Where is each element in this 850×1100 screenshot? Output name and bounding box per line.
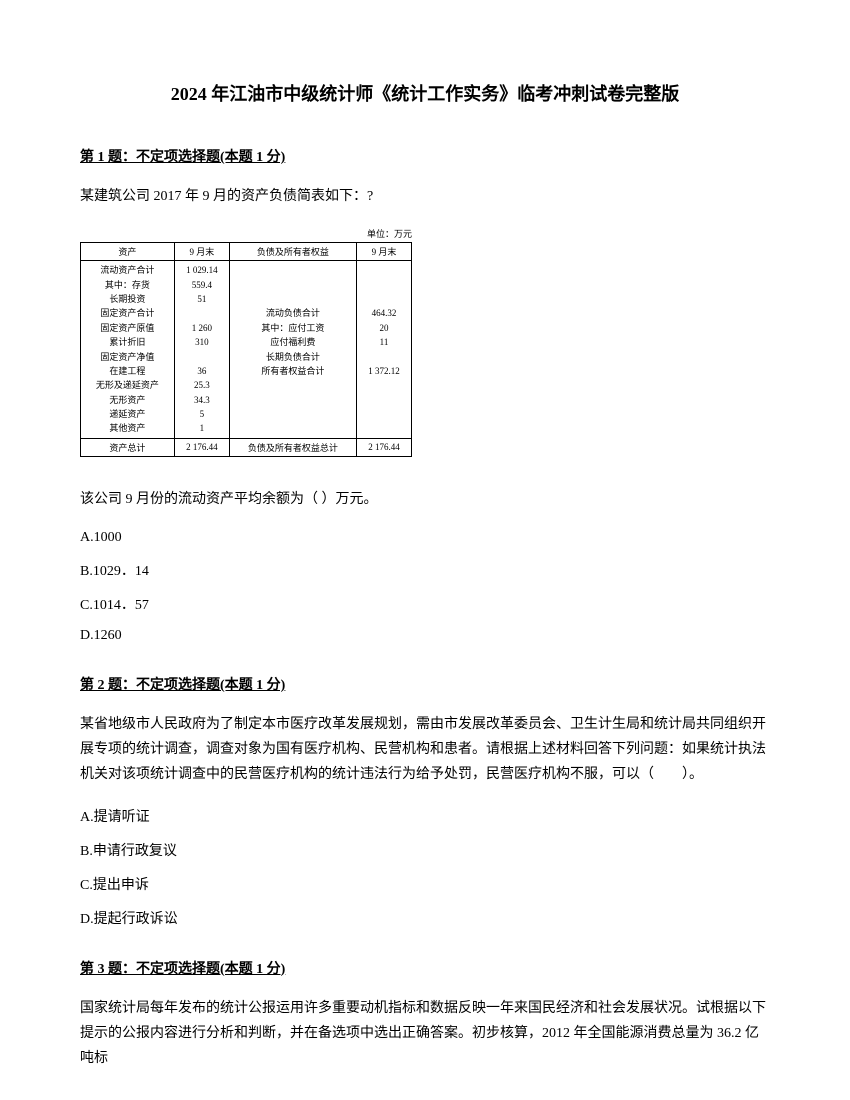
table-header-1: 资产 bbox=[81, 243, 175, 261]
table-right-values: 464.32 20 11 1 372.12 bbox=[357, 261, 412, 439]
q1-option-d: D.1260 bbox=[80, 628, 770, 644]
question-3: 第 3 题：不定项选择题(本题 1 分) 国家统计局每年发布的统计公报运用许多重… bbox=[80, 958, 770, 1072]
question-2: 第 2 题：不定项选择题(本题 1 分) 某省地级市人民政府为了制定本市医疗改革… bbox=[80, 674, 770, 928]
page-title: 2024 年江油市中级统计师《统计工作实务》临考冲刺试卷完整版 bbox=[80, 80, 770, 106]
q1-text-1: 某建筑公司 2017 年 9 月的资产负债简表如下：? bbox=[80, 184, 770, 209]
balance-sheet-table: 单位：万元 资产 9 月末 负债及所有者权益 9 月末 流动资产合计 其中：存货… bbox=[80, 227, 770, 457]
q1-text-2: 该公司 9 月份的流动资产平均余额为（ ）万元。 bbox=[80, 487, 770, 512]
table-total-3: 负债及所有者权益总计 bbox=[229, 438, 356, 456]
q2-option-a: A.提请听证 bbox=[80, 806, 770, 826]
table-total-1: 资产总计 bbox=[81, 438, 175, 456]
q2-option-c: C.提出申诉 bbox=[80, 874, 770, 894]
table-unit-label: 单位：万元 bbox=[80, 227, 412, 240]
table-total-2: 2 176.44 bbox=[174, 438, 229, 456]
q2-option-d: D.提起行政诉讼 bbox=[80, 908, 770, 928]
q1-heading: 第 1 题：不定项选择题(本题 1 分) bbox=[80, 146, 770, 166]
table-left-labels: 流动资产合计 其中：存货 长期投资 固定资产合计 固定资产原值 累计折旧 固定资… bbox=[81, 261, 175, 439]
q1-option-c: C.1014．57 bbox=[80, 594, 770, 614]
q2-option-b: B.申请行政复议 bbox=[80, 840, 770, 860]
table-header-2: 9 月末 bbox=[174, 243, 229, 261]
question-1: 第 1 题：不定项选择题(本题 1 分) 某建筑公司 2017 年 9 月的资产… bbox=[80, 146, 770, 644]
table-total-4: 2 176.44 bbox=[357, 438, 412, 456]
q2-text: 某省地级市人民政府为了制定本市医疗改革发展规划，需由市发展改革委员会、卫生计生局… bbox=[80, 712, 770, 788]
q3-heading: 第 3 题：不定项选择题(本题 1 分) bbox=[80, 958, 770, 978]
q1-option-a: A.1000 bbox=[80, 530, 770, 546]
balance-table: 资产 9 月末 负债及所有者权益 9 月末 流动资产合计 其中：存货 长期投资 … bbox=[80, 242, 412, 457]
q3-text: 国家统计局每年发布的统计公报运用许多重要动机指标和数据反映一年来国民经济和社会发… bbox=[80, 996, 770, 1072]
table-header-4: 9 月末 bbox=[357, 243, 412, 261]
table-left-values: 1 029.14 559.4 51 1 260 310 36 25.3 34.3… bbox=[174, 261, 229, 439]
table-right-labels: 流动负债合计 其中：应付工资 应付福利费 长期负债合计 所有者权益合计 bbox=[229, 261, 356, 439]
table-header-3: 负债及所有者权益 bbox=[229, 243, 356, 261]
q1-option-b: B.1029．14 bbox=[80, 560, 770, 580]
q2-heading: 第 2 题：不定项选择题(本题 1 分) bbox=[80, 674, 770, 694]
